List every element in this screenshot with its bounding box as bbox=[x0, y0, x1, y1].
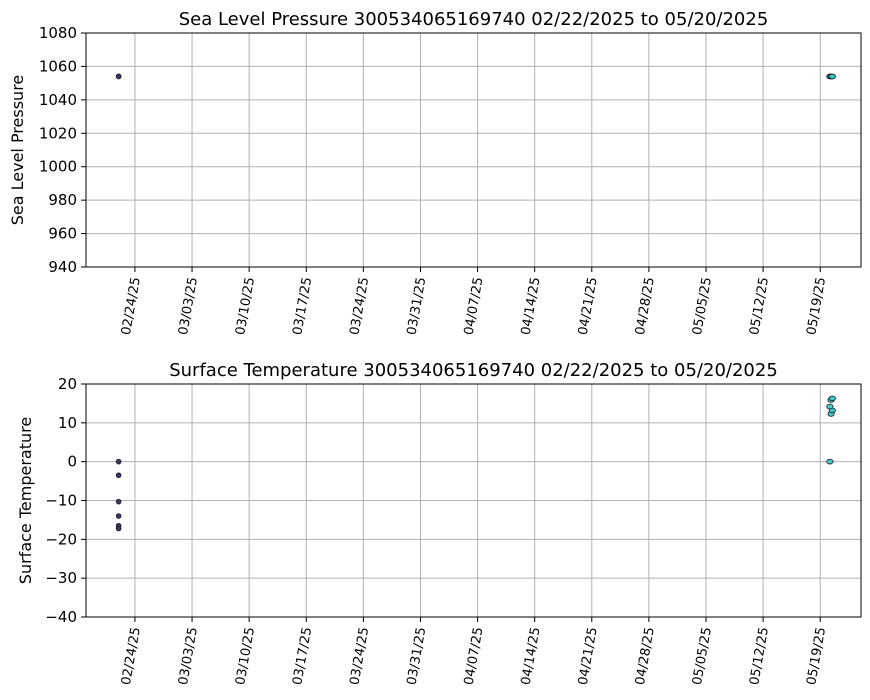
y-tick-label: −20 bbox=[45, 530, 77, 548]
x-tick-label: 02/24/25 bbox=[119, 626, 144, 686]
plot-frame bbox=[85, 32, 862, 268]
x-tick-label: 04/21/25 bbox=[576, 276, 601, 336]
y-tick-label: 980 bbox=[48, 191, 77, 209]
y-axis-label: Surface Temperature bbox=[16, 417, 35, 584]
x-tick-label: 03/31/25 bbox=[405, 626, 430, 686]
x-tick-label: 04/07/25 bbox=[462, 276, 487, 336]
y-axis-label: Sea Level Pressure bbox=[8, 75, 27, 226]
x-tick-label: 03/17/25 bbox=[290, 276, 315, 336]
x-tick-label: 04/28/25 bbox=[633, 626, 658, 686]
y-tick-label: −40 bbox=[45, 608, 77, 626]
x-tick-label: 02/24/25 bbox=[119, 276, 144, 336]
y-tick-label: 1040 bbox=[39, 91, 77, 109]
y-tick-label: 1080 bbox=[39, 24, 77, 42]
x-tick-label: 03/10/25 bbox=[233, 626, 258, 686]
x-tick-label: 03/24/25 bbox=[347, 626, 372, 686]
x-tick-label: 04/28/25 bbox=[633, 276, 658, 336]
data-point bbox=[115, 472, 122, 479]
data-point bbox=[115, 513, 122, 519]
x-tick-label: 04/07/25 bbox=[462, 626, 487, 686]
x-tick-label: 03/03/25 bbox=[176, 276, 201, 336]
x-tick-label: 03/03/25 bbox=[176, 626, 201, 686]
x-tick-label: 04/14/25 bbox=[519, 276, 544, 336]
y-tick-label: 940 bbox=[48, 258, 77, 276]
x-tick-label: 03/10/25 bbox=[233, 276, 258, 336]
data-point bbox=[828, 395, 836, 402]
chart-title: Surface Temperature 300534065169740 02/2… bbox=[169, 360, 778, 381]
y-tick-label: 1000 bbox=[39, 158, 77, 176]
surface-temperature-panel: Surface Temperature 300534065169740 02/2… bbox=[16, 360, 862, 686]
y-tick-label: −30 bbox=[45, 569, 77, 587]
y-tick-label: 20 bbox=[58, 375, 77, 393]
data-point bbox=[115, 525, 122, 532]
x-tick-label: 03/24/25 bbox=[347, 276, 372, 336]
plot-frame bbox=[85, 383, 862, 618]
x-tick-label: 05/19/25 bbox=[804, 276, 829, 336]
y-tick-label: −10 bbox=[45, 492, 77, 510]
y-tick-label: 1020 bbox=[39, 124, 77, 142]
y-tick-label: 0 bbox=[67, 453, 77, 471]
x-tick-label: 05/19/25 bbox=[804, 626, 829, 686]
data-point bbox=[826, 403, 834, 410]
x-tick-label: 05/05/25 bbox=[690, 626, 715, 686]
y-tick-label: 1060 bbox=[39, 57, 77, 75]
y-tick-label: 10 bbox=[58, 414, 77, 432]
y-tick-label: 960 bbox=[48, 225, 77, 243]
data-point bbox=[115, 458, 122, 465]
data-point bbox=[826, 458, 834, 465]
x-tick-label: 03/31/25 bbox=[405, 276, 430, 336]
x-tick-label: 05/12/25 bbox=[747, 276, 772, 336]
x-tick-label: 04/14/25 bbox=[519, 626, 544, 686]
sea-level-pressure-panel: Sea Level Pressure 300534065169740 02/22… bbox=[8, 9, 862, 336]
data-point bbox=[115, 73, 122, 80]
x-tick-label: 05/05/25 bbox=[690, 276, 715, 336]
x-tick-label: 03/17/25 bbox=[290, 626, 315, 686]
x-tick-label: 05/12/25 bbox=[747, 626, 772, 686]
chart-title: Sea Level Pressure 300534065169740 02/22… bbox=[179, 9, 769, 30]
data-point bbox=[115, 498, 122, 505]
data-point bbox=[828, 73, 836, 80]
x-tick-label: 04/21/25 bbox=[576, 626, 601, 686]
